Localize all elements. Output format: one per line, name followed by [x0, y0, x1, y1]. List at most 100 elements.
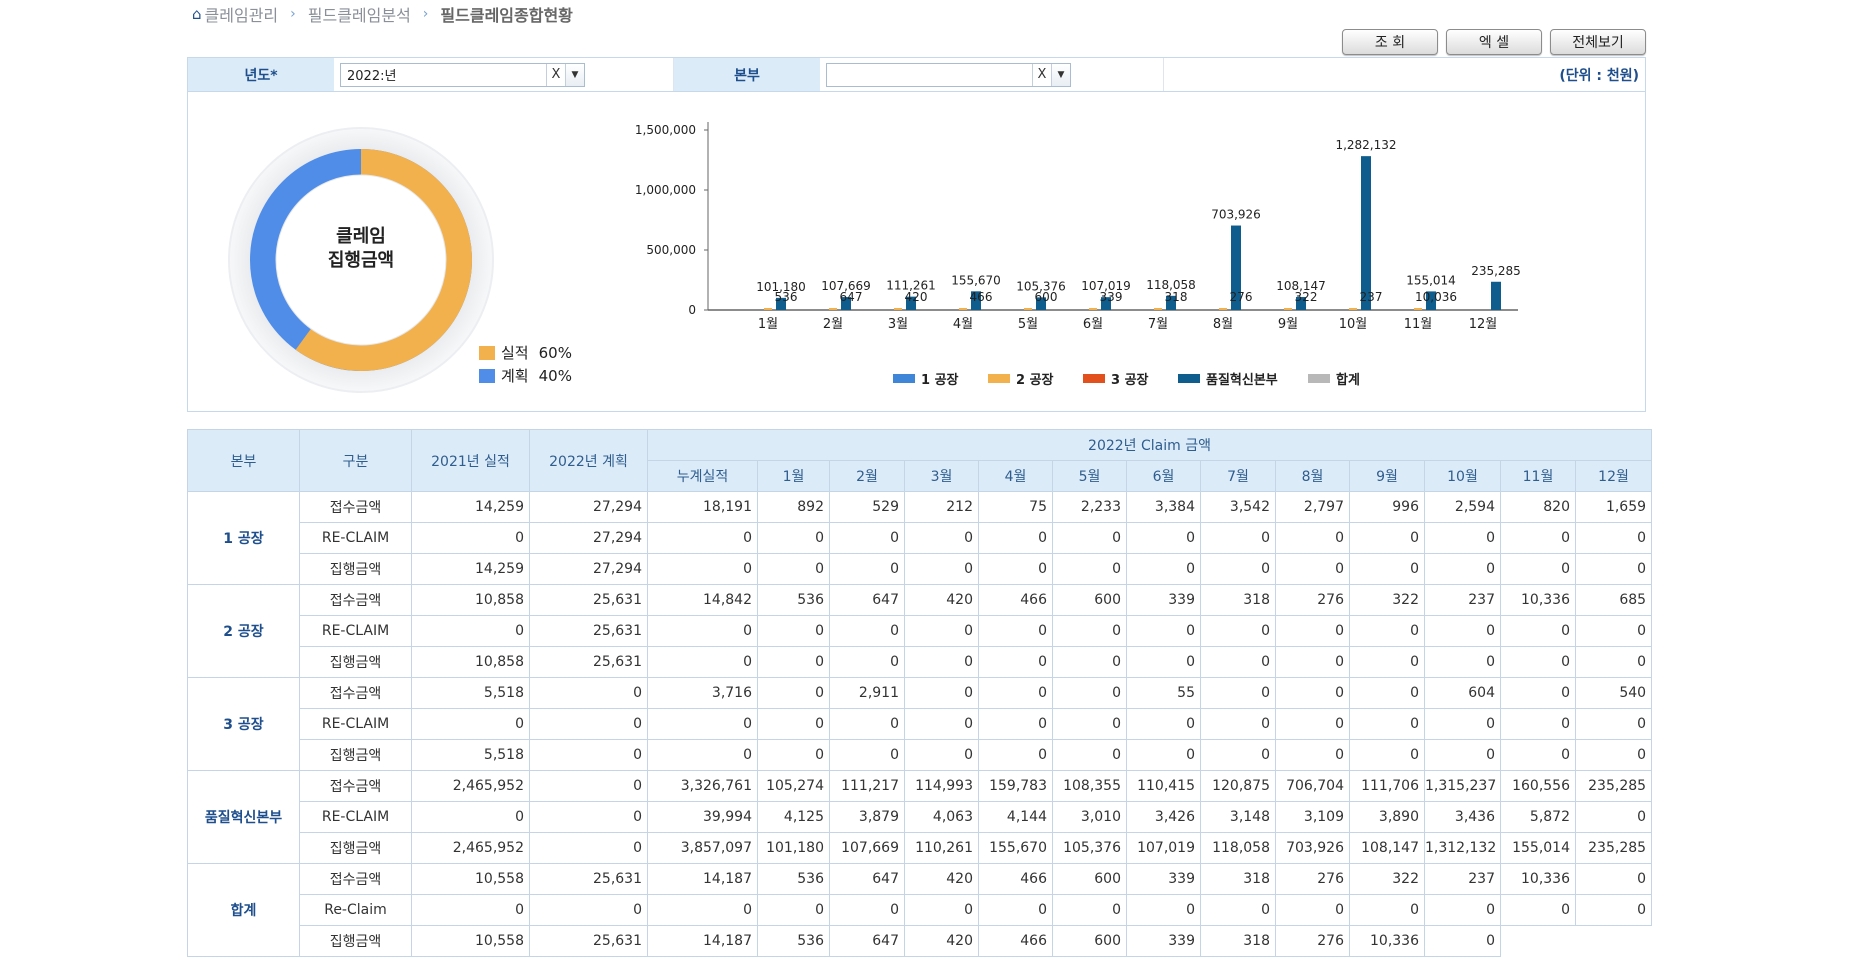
- table-cell[interactable]: 0: [1574, 894, 1653, 926]
- table-cell[interactable]: 10,558: [411, 863, 530, 895]
- table-cell[interactable]: 3,857,097: [647, 832, 758, 864]
- legend-label-1[interactable]: 2 공장: [1016, 372, 1054, 388]
- table-cell[interactable]: 0: [1200, 708, 1276, 740]
- table-cell[interactable]: 706,704: [1275, 770, 1350, 802]
- table-cell[interactable]: 3,326,761: [647, 770, 758, 802]
- table-cell[interactable]: 0: [978, 522, 1053, 554]
- table-cell[interactable]: 0: [757, 677, 830, 709]
- table-cell[interactable]: 3,010: [1052, 801, 1127, 833]
- table-cell[interactable]: 4,144: [978, 801, 1053, 833]
- table-cell[interactable]: 25,631: [529, 584, 648, 616]
- table-cell[interactable]: 0: [1200, 894, 1276, 926]
- table-cell[interactable]: 0: [1200, 522, 1276, 554]
- table-cell[interactable]: 0: [1424, 522, 1501, 554]
- table-cell[interactable]: 14,259: [411, 491, 530, 523]
- table-cell[interactable]: 0: [829, 615, 905, 647]
- table-cell[interactable]: 0: [1126, 708, 1201, 740]
- table-cell[interactable]: 0: [829, 553, 905, 585]
- table-cell[interactable]: 420: [904, 863, 979, 895]
- bar-plant2[interactable]: [1414, 308, 1422, 310]
- table-cell[interactable]: 0: [529, 801, 648, 833]
- table-cell[interactable]: 25,631: [529, 615, 648, 647]
- table-cell[interactable]: 0: [647, 522, 758, 554]
- bar-quality-hq[interactable]: [1426, 291, 1436, 310]
- table-cell[interactable]: 0: [1275, 646, 1350, 678]
- bar-plant2[interactable]: [1024, 308, 1032, 310]
- table-cell[interactable]: 0: [1424, 553, 1501, 585]
- table-cell[interactable]: 2,465,952: [411, 832, 530, 864]
- col-header-2022-plan[interactable]: 2022년 계획: [529, 429, 648, 492]
- table-cell[interactable]: 39,994: [647, 801, 758, 833]
- table-cell[interactable]: 10,336: [1500, 863, 1576, 895]
- table-cell[interactable]: 25,631: [529, 646, 648, 678]
- table-cell[interactable]: 600: [1052, 863, 1127, 895]
- bar-plant2[interactable]: [1154, 308, 1162, 310]
- table-cell[interactable]: 0: [757, 708, 830, 740]
- table-cell[interactable]: 0: [904, 615, 979, 647]
- table-cell[interactable]: 0: [1349, 708, 1425, 740]
- hq-clear-icon[interactable]: X: [1032, 63, 1051, 86]
- table-cell[interactable]: 0: [1349, 646, 1425, 678]
- table-cell[interactable]: 1,659: [1574, 491, 1653, 523]
- table-cell[interactable]: 2,594: [1424, 491, 1501, 523]
- table-cell[interactable]: 3,890: [1349, 801, 1425, 833]
- table-cell[interactable]: 75: [978, 491, 1053, 523]
- table-cell[interactable]: 14,187: [647, 925, 758, 957]
- table-cell[interactable]: 4,125: [757, 801, 830, 833]
- bar-quality-hq[interactable]: [1491, 281, 1501, 310]
- table-cell[interactable]: 0: [1424, 925, 1501, 957]
- table-cell[interactable]: 276: [1275, 925, 1350, 957]
- table-cell[interactable]: 14,842: [647, 584, 758, 616]
- hq-combo[interactable]: X ▼: [826, 62, 1071, 87]
- table-cell[interactable]: 0: [757, 553, 830, 585]
- table-cell[interactable]: 0: [529, 739, 648, 771]
- col-header-sub-6[interactable]: 6월: [1126, 460, 1201, 492]
- table-cell[interactable]: 212: [904, 491, 979, 523]
- table-cell[interactable]: 0: [1200, 739, 1276, 771]
- table-cell[interactable]: 0: [529, 677, 648, 709]
- year-dropdown-icon[interactable]: ▼: [565, 63, 584, 86]
- col-header-sub-1[interactable]: 1월: [757, 460, 830, 492]
- table-cell[interactable]: 0: [829, 708, 905, 740]
- table-cell[interactable]: 536: [757, 584, 830, 616]
- table-cell[interactable]: 0: [1052, 677, 1127, 709]
- bar-plant2[interactable]: [1219, 308, 1227, 310]
- table-cell[interactable]: 0: [829, 894, 905, 926]
- table-cell[interactable]: 339: [1126, 863, 1201, 895]
- table-cell[interactable]: 318: [1200, 925, 1276, 957]
- table-cell[interactable]: 108,355: [1052, 770, 1127, 802]
- table-cell[interactable]: 318: [1200, 863, 1276, 895]
- table-cell[interactable]: 0: [1500, 553, 1576, 585]
- table-cell[interactable]: 0: [411, 522, 530, 554]
- table-cell[interactable]: 0: [411, 801, 530, 833]
- col-header-sub-4[interactable]: 4월: [978, 460, 1053, 492]
- table-cell[interactable]: 3,148: [1200, 801, 1276, 833]
- table-cell[interactable]: 5,518: [411, 677, 530, 709]
- table-cell[interactable]: 0: [647, 708, 758, 740]
- table-cell[interactable]: 0: [1574, 708, 1653, 740]
- table-cell[interactable]: 420: [904, 584, 979, 616]
- table-cell[interactable]: 0: [1500, 615, 1576, 647]
- view-all-button[interactable]: 전체보기: [1550, 29, 1646, 55]
- table-cell[interactable]: 0: [1052, 894, 1127, 926]
- table-cell[interactable]: 604: [1424, 677, 1501, 709]
- table-cell[interactable]: 237: [1424, 584, 1501, 616]
- table-cell[interactable]: 0: [1126, 739, 1201, 771]
- table-cell[interactable]: 159,783: [978, 770, 1053, 802]
- table-cell[interactable]: 0: [904, 646, 979, 678]
- table-cell[interactable]: 0: [829, 522, 905, 554]
- table-cell[interactable]: 0: [647, 615, 758, 647]
- table-cell[interactable]: 0: [1349, 615, 1425, 647]
- table-cell[interactable]: 0: [978, 615, 1053, 647]
- table-cell[interactable]: 0: [411, 615, 530, 647]
- table-cell[interactable]: 0: [1500, 646, 1576, 678]
- table-cell[interactable]: 107,669: [829, 832, 905, 864]
- table-cell[interactable]: 14,259: [411, 553, 530, 585]
- table-cell[interactable]: 0: [1500, 677, 1576, 709]
- bar-plant2[interactable]: [764, 308, 772, 310]
- table-cell[interactable]: 27,294: [529, 522, 648, 554]
- table-cell[interactable]: 0: [647, 646, 758, 678]
- table-cell[interactable]: 0: [1200, 677, 1276, 709]
- table-cell[interactable]: 0: [829, 646, 905, 678]
- bar-quality-hq[interactable]: [1296, 297, 1306, 310]
